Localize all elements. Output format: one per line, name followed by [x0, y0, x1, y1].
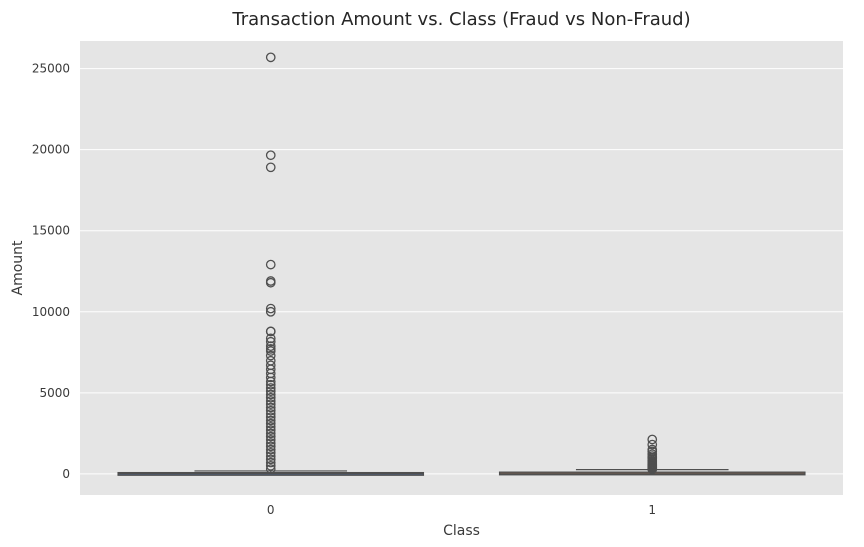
y-tick-labels: 0 5000 10000 15000 20000 25000 [32, 62, 70, 481]
outlier-point [265, 150, 276, 161]
outlier-point [265, 425, 276, 435]
outlier-point [265, 454, 276, 465]
y-tick-label: 25000 [32, 62, 70, 76]
outlier-point [647, 464, 658, 475]
outlier-point [265, 376, 276, 387]
outlier-point [265, 428, 276, 439]
y-axis-label: Amount [10, 240, 26, 296]
y-tick-label: 0 [62, 467, 70, 481]
outlier-point [265, 435, 276, 445]
outlier-point [265, 346, 276, 356]
outlier-point [265, 386, 276, 397]
outlier-point [265, 460, 276, 471]
outlier-point [265, 447, 276, 458]
outlier-point [265, 415, 276, 426]
outlier-point [265, 306, 276, 317]
outlier-point [265, 438, 276, 448]
y-tick-label: 10000 [32, 305, 70, 319]
x-tick-label: 1 [648, 503, 656, 517]
y-tick-label: 20000 [32, 143, 70, 157]
outlier-point [265, 457, 276, 468]
x-axis-label: Class [443, 523, 480, 539]
outlier-point [265, 277, 276, 288]
outlier-point [265, 451, 276, 461]
chart-title: Transaction Amount vs. Class (Fraud vs N… [231, 9, 690, 30]
outlier-point [265, 350, 276, 361]
y-tick-label: 15000 [32, 224, 70, 238]
outlier-point [265, 418, 276, 429]
plot-background [80, 41, 843, 495]
outlier-point [265, 464, 276, 474]
outlier-point [265, 422, 276, 432]
outlier-point [265, 336, 276, 347]
outlier-point [265, 431, 276, 442]
outlier-point [265, 259, 276, 270]
outlier-point [647, 439, 658, 450]
outlier-point [265, 399, 276, 410]
outlier-point [265, 389, 276, 400]
boxes-layer [117, 52, 806, 476]
outlier-point [265, 412, 276, 423]
y-tick-label: 5000 [39, 386, 70, 400]
outlier-point [265, 392, 276, 403]
outlier-point [647, 446, 658, 457]
x-tick-label: 0 [267, 503, 275, 517]
box-class-0 [117, 52, 425, 476]
outlier-point [265, 409, 276, 419]
outlier-point [265, 402, 276, 413]
outlier-point [265, 379, 276, 390]
outlier-point [265, 444, 276, 455]
outlier-point [265, 405, 276, 416]
box-class-1 [498, 434, 806, 476]
outlier-point [265, 326, 276, 337]
outlier-point [265, 383, 276, 393]
outlier-point [647, 434, 658, 445]
outlier-point [265, 372, 276, 383]
outlier-point [265, 441, 276, 452]
outlier-point [265, 341, 276, 352]
outlier-point [265, 396, 276, 406]
outlier-point [265, 162, 276, 173]
outlier-point [265, 303, 276, 314]
outlier-point [265, 52, 276, 63]
